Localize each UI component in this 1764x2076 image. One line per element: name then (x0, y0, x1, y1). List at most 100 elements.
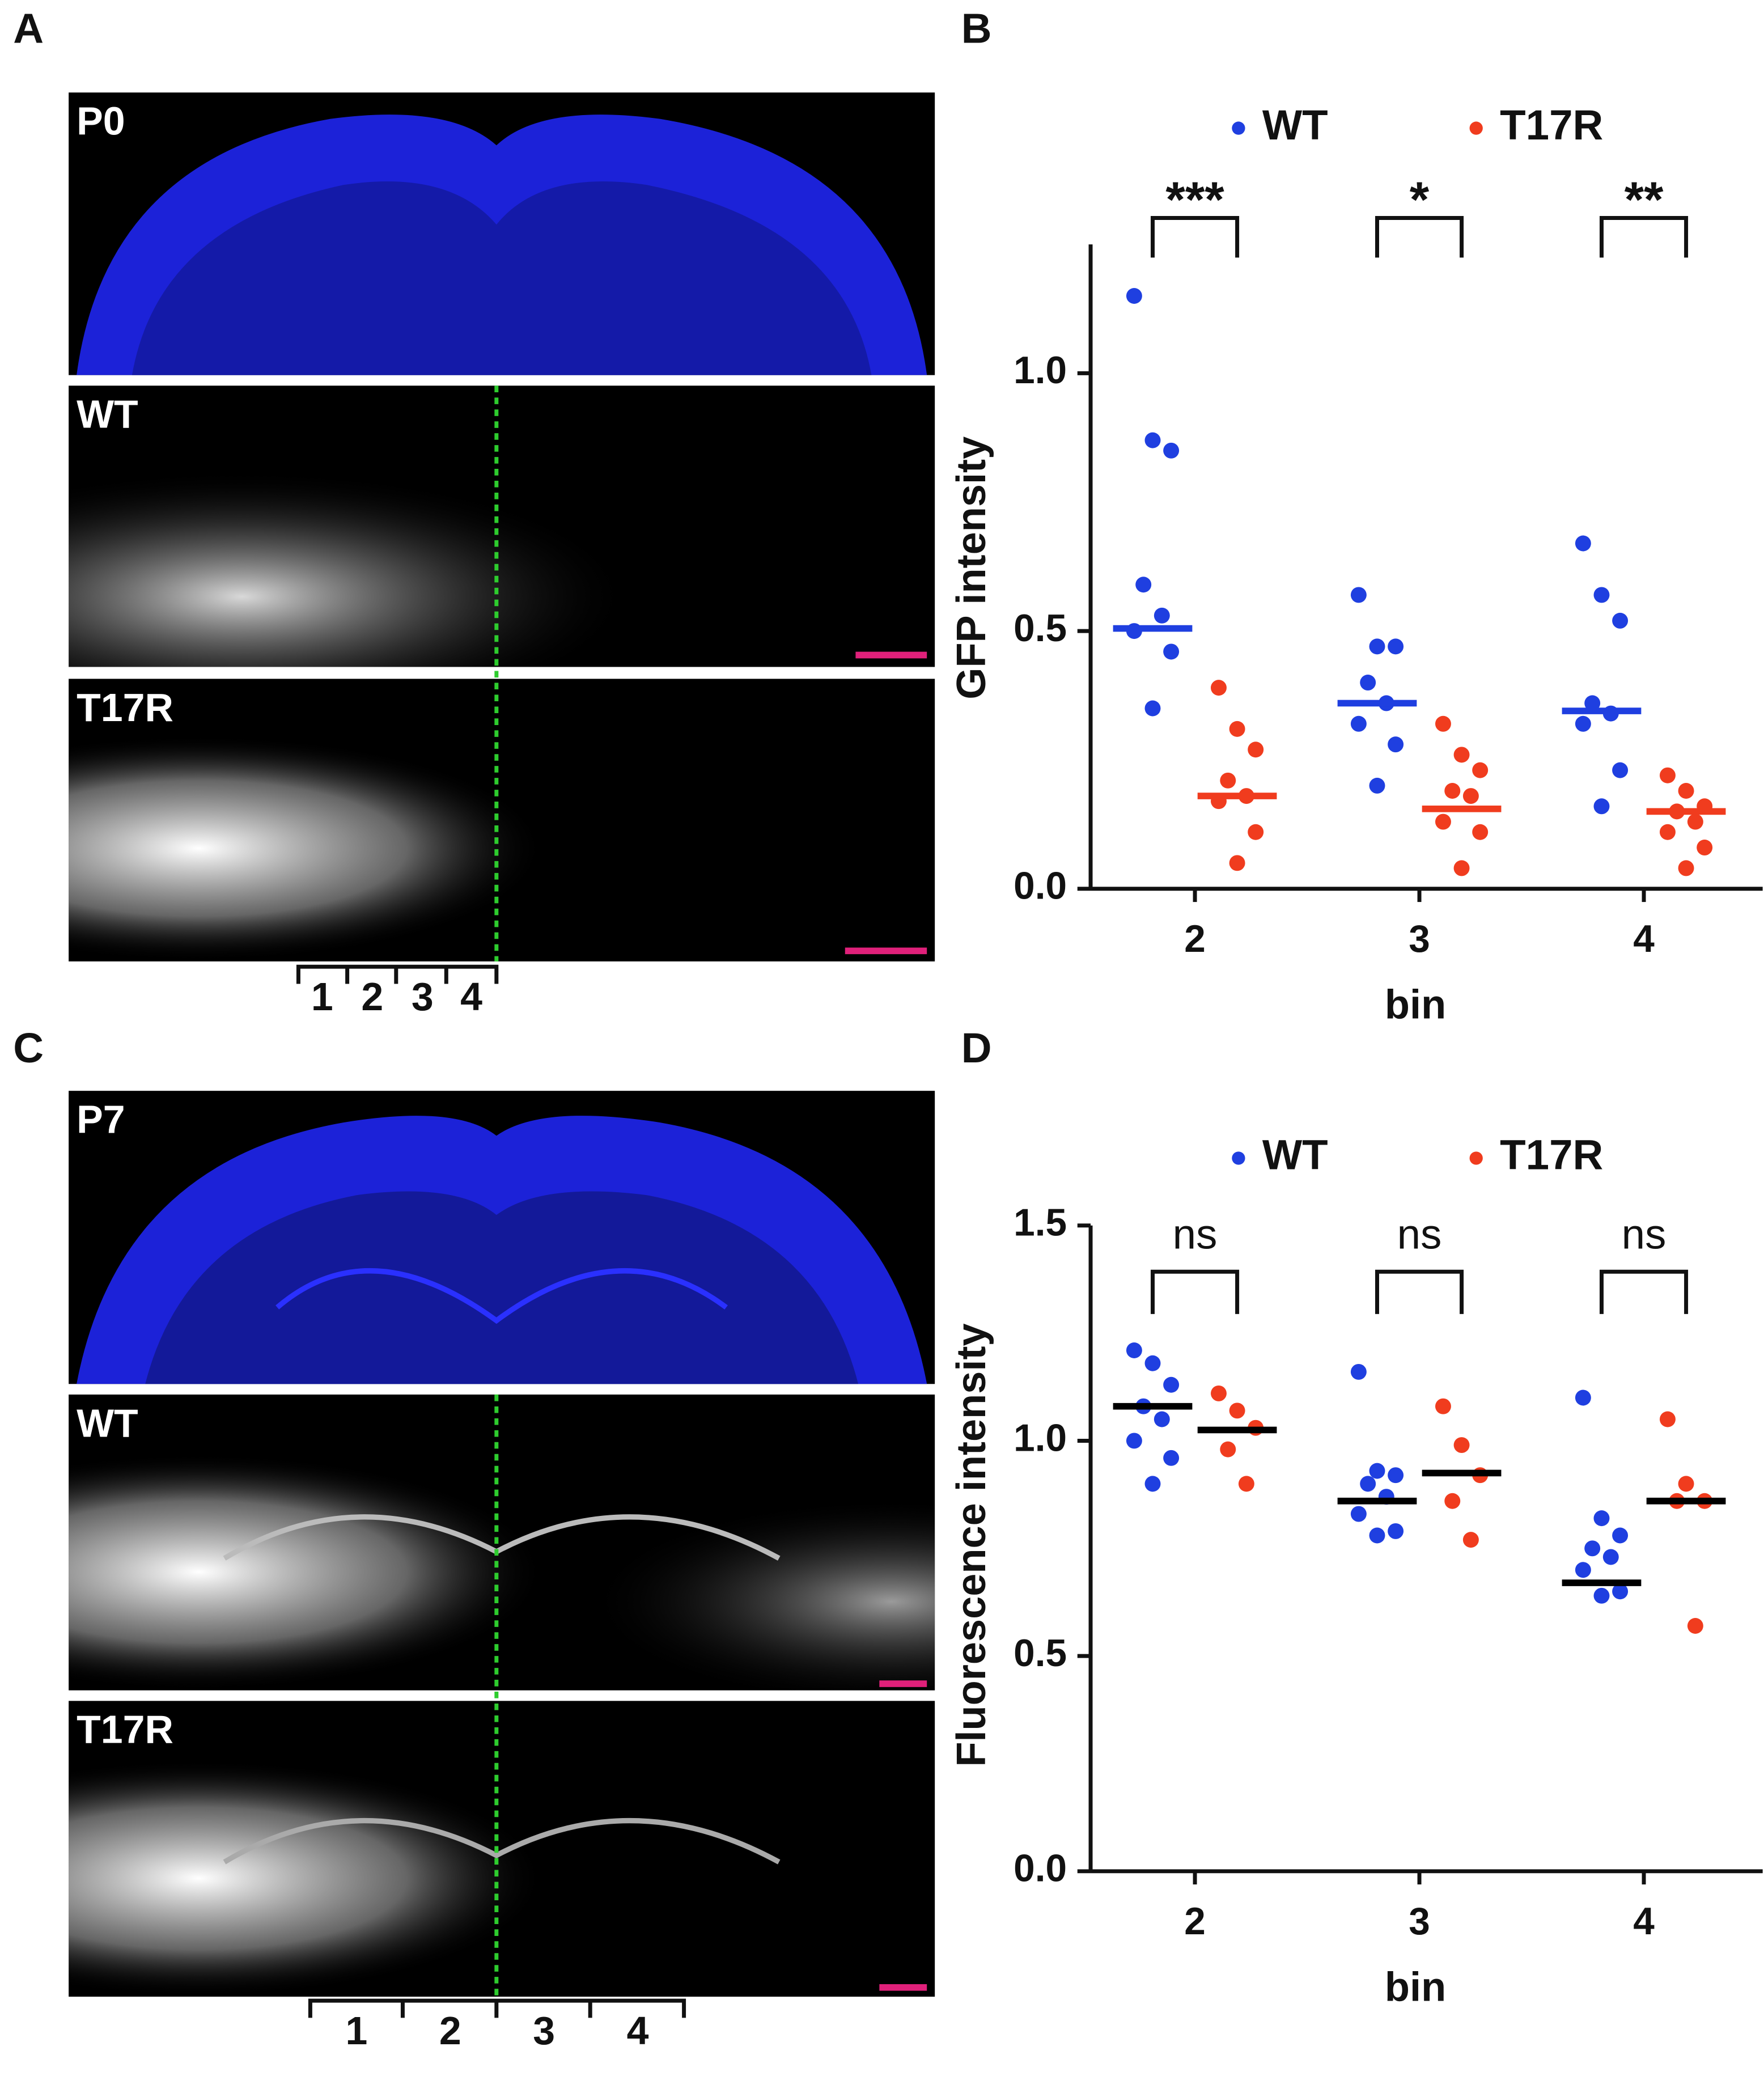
data-point (1144, 700, 1161, 717)
data-point (1248, 742, 1264, 758)
data-point (1144, 1355, 1161, 1371)
significance-bracket (1151, 215, 1240, 258)
y-tick-label: 1.5 (1014, 1202, 1067, 1244)
data-point (1453, 860, 1470, 876)
y-axis-label: GFP intensity (949, 437, 994, 700)
data-point (1472, 824, 1489, 840)
data-point (1388, 1467, 1404, 1484)
legend-label: WT (1262, 1132, 1328, 1179)
brain-structure (223, 1817, 781, 1865)
data-point (1593, 1510, 1610, 1527)
data-point (1163, 442, 1180, 459)
data-point (1211, 680, 1227, 696)
brain-inner (145, 1191, 859, 1384)
data-point (1444, 783, 1461, 799)
data-point (1369, 1527, 1385, 1544)
y-tick-label: 0.5 (1014, 1632, 1067, 1675)
data-point (1659, 1411, 1676, 1427)
data-point (1144, 1476, 1161, 1492)
panel-label: B (961, 5, 992, 52)
data-point (1126, 1342, 1142, 1358)
significance-label: ns (1173, 1210, 1218, 1257)
significance-bracket (1375, 1269, 1464, 1314)
data-point (1453, 747, 1470, 763)
image-label: WT (77, 392, 138, 437)
panel-label: D (961, 1024, 992, 1071)
image-signal (69, 679, 935, 961)
brain-structure (275, 1268, 728, 1324)
data-point (1229, 1403, 1245, 1419)
image-signal (69, 385, 935, 667)
data-point (1612, 1583, 1629, 1600)
data-point (1584, 1540, 1601, 1557)
data-point (1369, 638, 1385, 655)
panel-label: A (13, 5, 44, 52)
bin-label: 4 (460, 975, 482, 1019)
image-label: P7 (77, 1098, 125, 1142)
x-tick-label: 3 (1409, 918, 1430, 960)
data-point (1575, 535, 1591, 552)
image-signal (69, 1394, 935, 1691)
legend-marker (1232, 121, 1245, 135)
data-point (1678, 860, 1694, 876)
bin-label: 2 (439, 2009, 461, 2053)
y-axis-label: Fluorescence intensity (949, 1323, 994, 1766)
significance-label: *** (1165, 171, 1224, 227)
data-point (1444, 1493, 1461, 1509)
data-point (1229, 855, 1245, 871)
data-point (1211, 1385, 1227, 1401)
significance-bracket (1151, 1269, 1240, 1314)
x-tick-label: 2 (1184, 918, 1206, 960)
data-point (1220, 1441, 1236, 1458)
x-tick-label: 3 (1409, 1900, 1430, 1943)
bin-label: 3 (412, 975, 434, 1019)
significance-bracket (1599, 1269, 1689, 1314)
data-point (1584, 695, 1601, 711)
data-point (1678, 783, 1694, 799)
bin-label: 1 (345, 2009, 367, 2053)
data-point (1453, 1437, 1470, 1454)
legend-label: T17R (1500, 1132, 1603, 1179)
data-point (1612, 612, 1629, 629)
significance-bracket (1599, 215, 1689, 258)
data-point (1360, 675, 1376, 691)
significance-label: * (1410, 171, 1430, 227)
data-point (1154, 607, 1170, 624)
data-point (1369, 1463, 1385, 1479)
data-point (1154, 1411, 1170, 1427)
data-point (1350, 715, 1367, 732)
image-label: P0 (77, 99, 125, 143)
data-point (1350, 1506, 1367, 1522)
data-point (1360, 1476, 1376, 1492)
data-point (1678, 1476, 1694, 1492)
data-point (1435, 814, 1451, 830)
data-point (1612, 1527, 1629, 1544)
bin-label: 4 (627, 2009, 649, 2053)
data-point (1435, 1398, 1451, 1414)
legend-marker (1469, 121, 1483, 135)
data-point (1687, 814, 1703, 830)
x-tick-label: 4 (1633, 918, 1655, 960)
data-point (1612, 762, 1629, 778)
data-point (1229, 721, 1245, 737)
data-point (1575, 1562, 1591, 1578)
data-point (1687, 1618, 1703, 1634)
data-point (1659, 824, 1676, 840)
significance-bracket (1375, 215, 1464, 258)
data-point (1593, 587, 1610, 603)
legend-label: WT (1262, 101, 1328, 149)
data-point (1575, 715, 1591, 732)
data-point (1350, 587, 1367, 603)
data-point (1126, 288, 1142, 304)
bin-label: 2 (361, 975, 383, 1019)
y-tick-label: 1.0 (1014, 349, 1067, 392)
data-point (1462, 1532, 1479, 1548)
data-point (1126, 1433, 1142, 1449)
data-point (1369, 777, 1385, 794)
data-point (1163, 1376, 1180, 1393)
y-tick-label: 1.0 (1014, 1417, 1067, 1459)
image-signal (69, 1701, 935, 1997)
data-point (1388, 736, 1404, 753)
data-point (1462, 788, 1479, 804)
data-point (1697, 840, 1713, 856)
